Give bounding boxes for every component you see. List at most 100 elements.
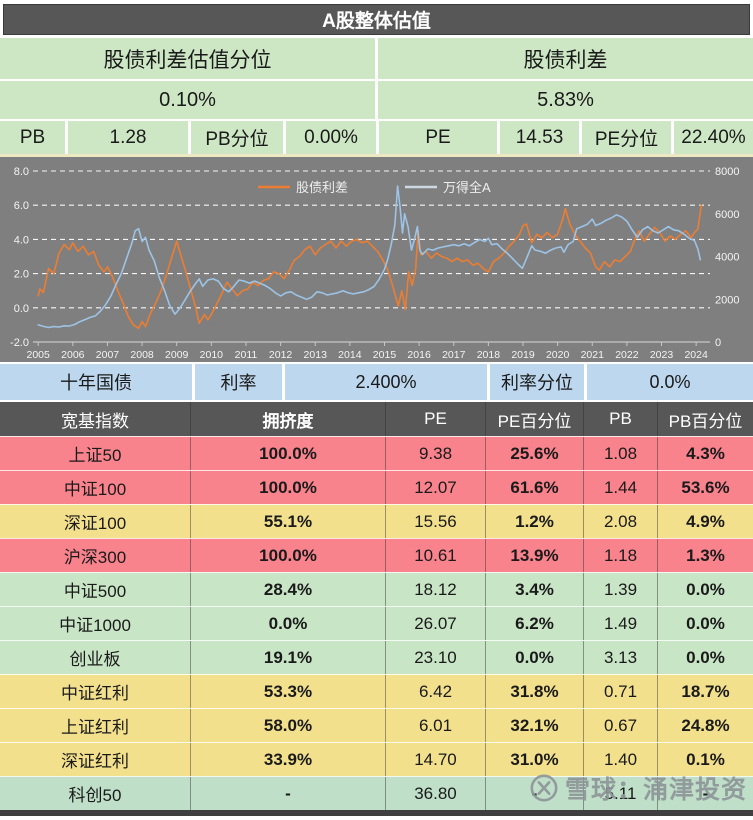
bond-percentile-label: 利率分位 [490,364,584,400]
cell-name: 中证1000 [59,616,131,635]
cell-pe-pct: 32.1% [485,709,583,742]
table-row: 中证红利 53.3% 6.42 31.8% 0.71 18.7% [0,674,753,708]
svg-text:2019: 2019 [511,349,535,361]
cell-pe: 26.07 [385,607,485,640]
spread-percentile-value: 0.10% [0,81,375,119]
cell-pe-pct: 31.0% [485,743,583,776]
table-row: 中证100 100.0% 12.07 61.6% 1.44 53.6% [0,470,753,504]
cell-crowding: 53.3% [190,675,385,708]
spread-chart-svg: 8.0 6.0 4.0 2.0 0.0 -2.0 8000 6000 4000 2000 0 2005… [10,166,739,361]
cell-pe-pct: 0.0% [485,641,583,674]
svg-text:2011: 2011 [235,349,258,361]
header-pe: PE [385,402,485,436]
pb-label: PB [0,121,65,154]
cell-pb: 0.67 [583,709,657,742]
cell-pe-pct: 61.6% [485,471,583,504]
svg-text:2017: 2017 [442,349,466,361]
cell-pe-pct: 3.4% [485,573,583,606]
svg-text:2016: 2016 [407,349,431,361]
svg-text:2006: 2006 [61,349,85,361]
svg-text:万得全A: 万得全A [443,180,491,195]
pe-label: PE [379,121,497,154]
svg-text:2008: 2008 [130,349,154,361]
cell-name: 科创50 [68,786,122,805]
cell-pb-pct: 0.0% [657,641,753,674]
svg-text:2009: 2009 [165,349,189,361]
cell-pe-pct: - [485,777,583,810]
page-title: A股整体估值 [3,4,750,35]
svg-text:2000: 2000 [715,294,739,306]
header-crowding: 拥挤度 [190,402,385,436]
spread-header: 股债利差 [378,38,753,79]
pb-percentile-label: PB分位 [191,121,283,154]
cell-pe: 6.01 [385,709,485,742]
header-pe-percentile: PE百分位 [485,402,583,436]
svg-text:4.0: 4.0 [14,234,29,246]
bond-percentile-value: 0.0% [587,364,753,400]
cell-pb: 5.11 [583,777,657,810]
cell-crowding: - [190,777,385,810]
svg-text:2020: 2020 [546,349,570,361]
cell-pb-pct: 0.0% [657,573,753,606]
pb-percentile-value: 0.00% [286,121,376,154]
cell-name: 上证红利 [61,718,129,737]
table-row: 深证红利 33.9% 14.70 31.0% 1.40 0.1% [0,742,753,776]
cell-pb: 1.39 [583,573,657,606]
header-index-name: 宽基指数 [61,411,129,431]
svg-text:4000: 4000 [715,252,739,264]
table-row: 创业板 19.1% 23.10 0.0% 3.13 0.0% [0,640,753,674]
cell-pe: 10.61 [385,539,485,572]
cell-crowding: 55.1% [190,505,385,538]
pe-percentile-label: PE分位 [582,121,671,154]
table-row: 深证100 55.1% 15.56 1.2% 2.08 4.9% [0,504,753,538]
svg-text:2013: 2013 [304,349,328,361]
cell-pb-pct: 53.6% [657,471,753,504]
svg-text:-2.0: -2.0 [10,337,29,349]
cell-pe-pct: 25.6% [485,437,583,470]
table-row: 沪深300 100.0% 10.61 13.9% 1.18 1.3% [0,538,753,572]
cell-name: 中证500 [63,582,127,601]
cell-pb-pct: - [657,777,753,810]
svg-text:2021: 2021 [581,349,605,361]
bottom-border [0,810,753,816]
index-table-body: 上证50 100.0% 9.38 25.6% 1.08 4.3% 中证100 100.0% 12… [0,436,753,810]
spread-percentile-header: 股债利差估值分位 [0,38,375,79]
cell-pe: 36.80 [385,777,485,810]
cell-name: 沪深300 [63,548,127,567]
svg-text:6000: 6000 [715,209,739,221]
pb-value: 1.28 [68,121,188,154]
header-pb: PB [583,402,657,436]
cell-pb-pct: 24.8% [657,709,753,742]
pb-pe-row: PB 1.28 PB分位 0.00% PE 14.53 PE分位 22.40% [0,121,753,157]
cell-name: 创业板 [69,650,121,669]
cell-pb: 1.44 [583,471,657,504]
cell-pb-pct: 18.7% [657,675,753,708]
index-table-header: 宽基指数 拥挤度 PE PE百分位 PB PB百分位 [0,402,753,436]
cell-name: 深证红利 [61,752,129,771]
ten-year-bond-row: 十年国债 利率 2.400% 利率分位 0.0% [0,364,753,400]
table-row: 上证50 100.0% 9.38 25.6% 1.08 4.3% [0,436,753,470]
cell-pe: 18.12 [385,573,485,606]
bond-name: 十年国债 [0,364,192,400]
svg-text:2022: 2022 [615,349,639,361]
pe-value: 14.53 [500,121,579,154]
cell-pe: 14.70 [385,743,485,776]
cell-crowding: 28.4% [190,573,385,606]
cell-name: 中证100 [63,480,127,499]
cell-pe: 9.38 [385,437,485,470]
spread-header-row: 股债利差估值分位 股债利差 [0,38,753,79]
svg-text:2018: 2018 [477,349,501,361]
svg-text:6.0: 6.0 [14,200,29,212]
spread-value: 5.83% [378,81,753,119]
cell-pb-pct: 4.3% [657,437,753,470]
cell-pe-pct: 13.9% [485,539,583,572]
svg-text:2012: 2012 [269,349,293,361]
cell-pb: 1.08 [583,437,657,470]
bond-rate-value: 2.400% [285,364,487,400]
table-row: 中证500 28.4% 18.12 3.4% 1.39 0.0% [0,572,753,606]
cell-crowding: 100.0% [190,471,385,504]
cell-pb-pct: 1.3% [657,539,753,572]
svg-text:2005: 2005 [27,349,51,361]
cell-pb: 1.49 [583,607,657,640]
